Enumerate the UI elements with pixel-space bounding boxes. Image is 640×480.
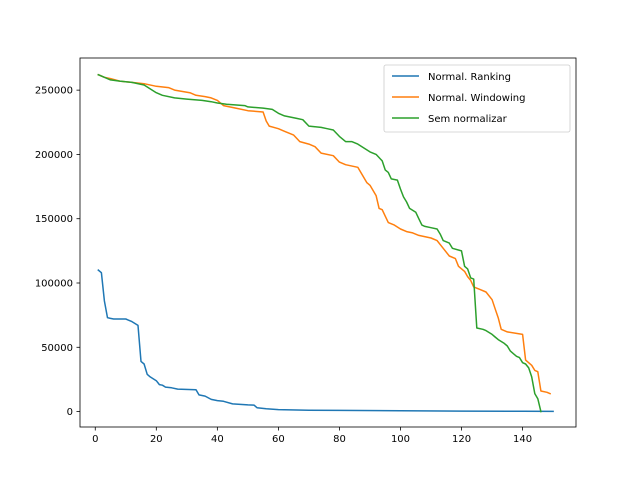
legend-box — [383, 64, 571, 133]
series-line-1 — [97, 269, 554, 413]
x-tick-label: 100 — [391, 434, 410, 445]
x-tick-label: 20 — [150, 434, 163, 445]
x-tick-label: 80 — [333, 434, 346, 445]
y-tick-label: 100000 — [35, 279, 73, 290]
axes: 0 20 40 60 80 100 120 140 0 50000 100000 150000 2000… — [35, 57, 577, 445]
legend-label-2: Normal. Windowing — [428, 93, 525, 104]
axes-frame — [79, 57, 577, 428]
x-tick-label: 120 — [452, 434, 471, 445]
legend: Normal. Ranking Normal. Windowing Sem norm… — [383, 64, 571, 133]
y-tick-label: 200000 — [35, 150, 73, 161]
legend-label-1: Normal. Ranking — [428, 72, 511, 83]
legend-label-3: Sem normalizar — [428, 114, 508, 125]
x-tick-label: 140 — [513, 434, 532, 445]
series-line-2 — [97, 73, 552, 395]
y-tick-label: 50000 — [41, 343, 73, 354]
y-tick-label: 250000 — [35, 86, 73, 97]
x-tick-label: 40 — [211, 434, 224, 445]
y-tick-label: 150000 — [35, 214, 73, 225]
series-line-3 — [97, 73, 542, 413]
x-tick-label: 60 — [272, 434, 285, 445]
x-tick-label: 0 — [92, 434, 98, 445]
series-lines — [97, 73, 554, 413]
y-tick-label: 0 — [67, 407, 73, 418]
